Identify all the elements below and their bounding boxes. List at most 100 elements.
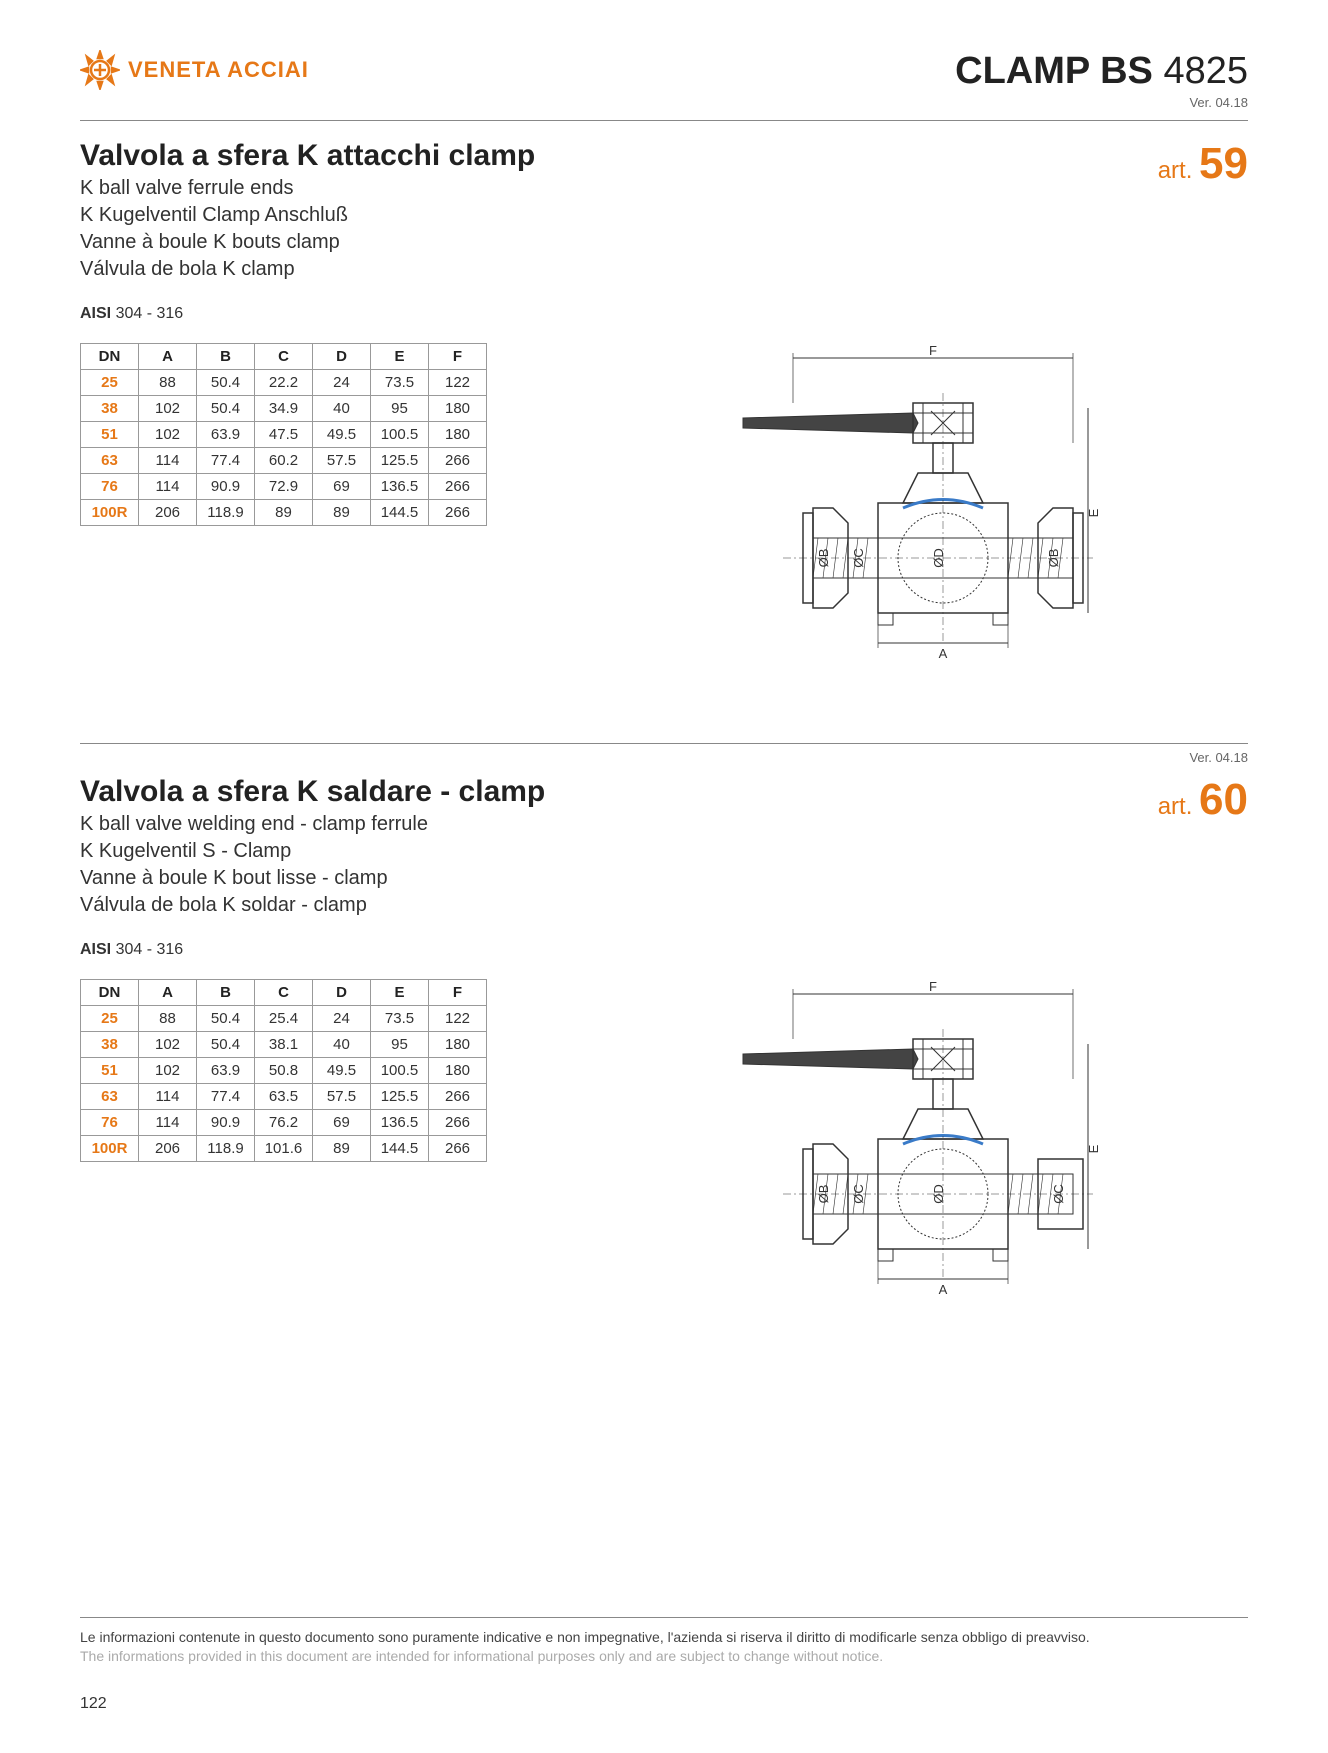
cell: 50.4 — [197, 1032, 255, 1058]
cell: 266 — [429, 500, 487, 526]
gear-icon — [80, 50, 120, 90]
section-title: Valvola a sfera K saldare - clamp — [80, 775, 545, 809]
brand-name: VENETA ACCIAI — [128, 57, 309, 83]
table-row: 7611490.972.969136.5266 — [81, 474, 487, 500]
cell: 34.9 — [255, 396, 313, 422]
svg-text:ØD: ØD — [931, 548, 946, 568]
svg-text:A: A — [938, 1282, 947, 1297]
cell-dn: 100R — [81, 1136, 139, 1162]
cell: 144.5 — [371, 500, 429, 526]
material-spec: AISI 304 - 316 — [80, 305, 1248, 323]
footer-divider — [80, 1617, 1248, 1618]
table-row: 5110263.950.849.5100.5180 — [81, 1058, 487, 1084]
table-row: 3810250.438.14095180 — [81, 1032, 487, 1058]
cell: 266 — [429, 448, 487, 474]
cell: 50.4 — [197, 396, 255, 422]
cell: 266 — [429, 1136, 487, 1162]
subtitle: Vanne à boule K bouts clamp — [80, 229, 535, 256]
table-row: 6311477.460.257.5125.5266 — [81, 448, 487, 474]
cell: 88 — [139, 370, 197, 396]
cell: 266 — [429, 474, 487, 500]
table-row: 7611490.976.269136.5266 — [81, 1110, 487, 1136]
subtitle: Válvula de bola K clamp — [80, 256, 535, 283]
article-number: art. 60 — [1158, 775, 1248, 825]
svg-text:ØC: ØC — [851, 1184, 866, 1204]
cell: 100.5 — [371, 422, 429, 448]
subtitle: K Kugelventil Clamp Anschluß — [80, 202, 535, 229]
cell: 73.5 — [371, 370, 429, 396]
svg-text:F: F — [929, 979, 937, 994]
cell: 89 — [255, 500, 313, 526]
cell: 72.9 — [255, 474, 313, 500]
table-header: C — [255, 344, 313, 370]
cell: 144.5 — [371, 1136, 429, 1162]
cell-dn: 25 — [81, 370, 139, 396]
cell: 95 — [371, 396, 429, 422]
cell: 50.4 — [197, 1006, 255, 1032]
section-divider — [80, 743, 1248, 744]
technical-diagram-59: FAEØBØCØDØB — [537, 343, 1248, 663]
cell: 90.9 — [197, 1110, 255, 1136]
subtitle: K ball valve ferrule ends — [80, 175, 535, 202]
cell-dn: 51 — [81, 422, 139, 448]
cell: 57.5 — [313, 1084, 371, 1110]
cell: 266 — [429, 1110, 487, 1136]
cell: 69 — [313, 1110, 371, 1136]
svg-text:A: A — [938, 646, 947, 661]
svg-text:ØB: ØB — [1046, 549, 1061, 568]
cell: 180 — [429, 396, 487, 422]
section-60: Valvola a sfera K saldare - clamp K ball… — [80, 775, 1248, 1299]
specs-table-59: DNABCDEF258850.422.22473.51223810250.434… — [80, 343, 487, 526]
technical-diagram-60: FAEØBØCØDØC — [537, 979, 1248, 1299]
cell: 114 — [139, 474, 197, 500]
cell: 38.1 — [255, 1032, 313, 1058]
cell: 90.9 — [197, 474, 255, 500]
cell: 114 — [139, 448, 197, 474]
table-header: D — [313, 980, 371, 1006]
cell: 125.5 — [371, 1084, 429, 1110]
cell: 63.5 — [255, 1084, 313, 1110]
cell: 24 — [313, 1006, 371, 1032]
cell: 122 — [429, 370, 487, 396]
page-header: VENETA ACCIAI CLAMP BS 4825 Ver. 04.18 — [80, 50, 1248, 110]
table-header: E — [371, 344, 429, 370]
cell: 50.8 — [255, 1058, 313, 1084]
svg-text:ØB: ØB — [816, 1185, 831, 1204]
cell-dn: 100R — [81, 500, 139, 526]
cell: 73.5 — [371, 1006, 429, 1032]
cell: 206 — [139, 1136, 197, 1162]
cell: 76.2 — [255, 1110, 313, 1136]
cell: 49.5 — [313, 1058, 371, 1084]
cell: 266 — [429, 1084, 487, 1110]
cell: 22.2 — [255, 370, 313, 396]
table-header: DN — [81, 344, 139, 370]
cell: 49.5 — [313, 422, 371, 448]
cell: 136.5 — [371, 474, 429, 500]
cell: 63.9 — [197, 1058, 255, 1084]
article-number: art. 59 — [1158, 139, 1248, 189]
table-row: 5110263.947.549.5100.5180 — [81, 422, 487, 448]
cell: 50.4 — [197, 370, 255, 396]
cell-dn: 51 — [81, 1058, 139, 1084]
svg-text:E: E — [1086, 508, 1101, 517]
section-59: Valvola a sfera K attacchi clamp K ball … — [80, 139, 1248, 663]
specs-table-60: DNABCDEF258850.425.42473.51223810250.438… — [80, 979, 487, 1162]
subtitle: K ball valve welding end - clamp ferrule — [80, 811, 545, 838]
page-title: CLAMP BS 4825 — [955, 50, 1248, 93]
version-mid: Ver. 04.18 — [80, 750, 1248, 765]
cell: 102 — [139, 422, 197, 448]
cell: 95 — [371, 1032, 429, 1058]
cell-dn: 38 — [81, 396, 139, 422]
table-row: 6311477.463.557.5125.5266 — [81, 1084, 487, 1110]
cell-dn: 63 — [81, 1084, 139, 1110]
table-row: 258850.425.42473.5122 — [81, 1006, 487, 1032]
cell: 125.5 — [371, 448, 429, 474]
header-divider — [80, 120, 1248, 121]
cell: 136.5 — [371, 1110, 429, 1136]
cell-dn: 76 — [81, 1110, 139, 1136]
cell: 180 — [429, 1032, 487, 1058]
cell: 100.5 — [371, 1058, 429, 1084]
subtitle: Válvula de bola K soldar - clamp — [80, 892, 545, 919]
table-header: A — [139, 344, 197, 370]
cell: 102 — [139, 1032, 197, 1058]
